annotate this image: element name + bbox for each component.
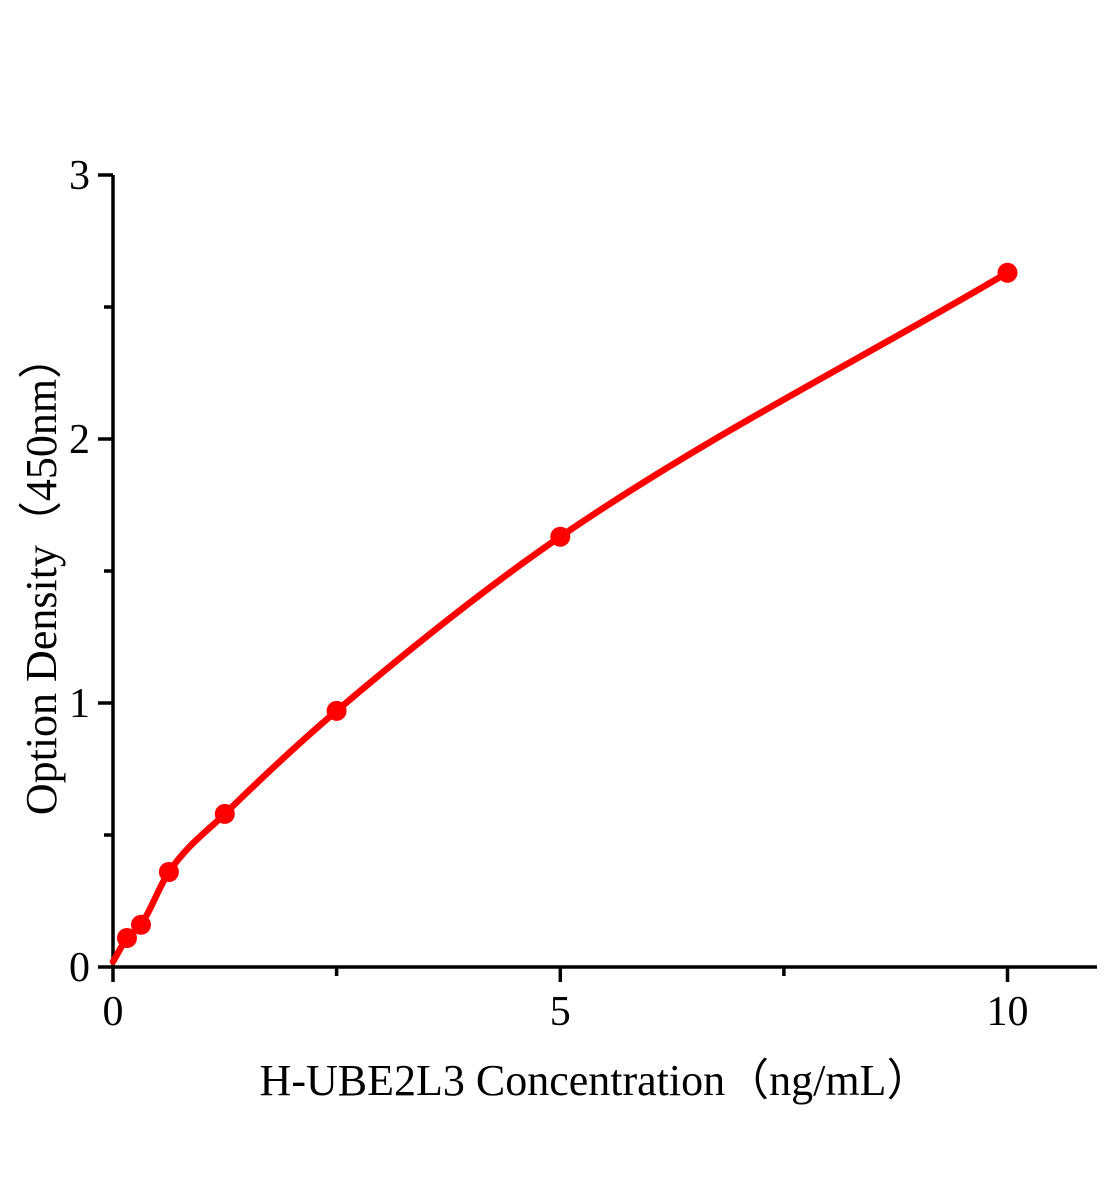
y-tick-label: 1 bbox=[69, 681, 90, 727]
x-tick-label: 10 bbox=[987, 989, 1029, 1035]
y-axis-title: Option Density（450nm） bbox=[17, 334, 66, 816]
data-point bbox=[117, 928, 137, 948]
x-tick-label: 5 bbox=[550, 989, 571, 1035]
standard-curve-line bbox=[109, 269, 1011, 965]
y-tick-label: 2 bbox=[69, 417, 90, 463]
x-axis-title: H-UBE2L3 Concentration（ng/mL） bbox=[259, 1056, 931, 1105]
y-tick-label: 3 bbox=[69, 153, 90, 199]
data-point bbox=[131, 914, 151, 935]
y-tick-label: 0 bbox=[69, 945, 90, 991]
data-point bbox=[550, 526, 571, 547]
x-tick-label: 0 bbox=[103, 989, 124, 1035]
data-point bbox=[214, 803, 235, 824]
data-point bbox=[158, 862, 179, 882]
data-point bbox=[997, 262, 1018, 283]
axes-spines bbox=[111, 175, 1097, 969]
data-point bbox=[326, 700, 347, 721]
